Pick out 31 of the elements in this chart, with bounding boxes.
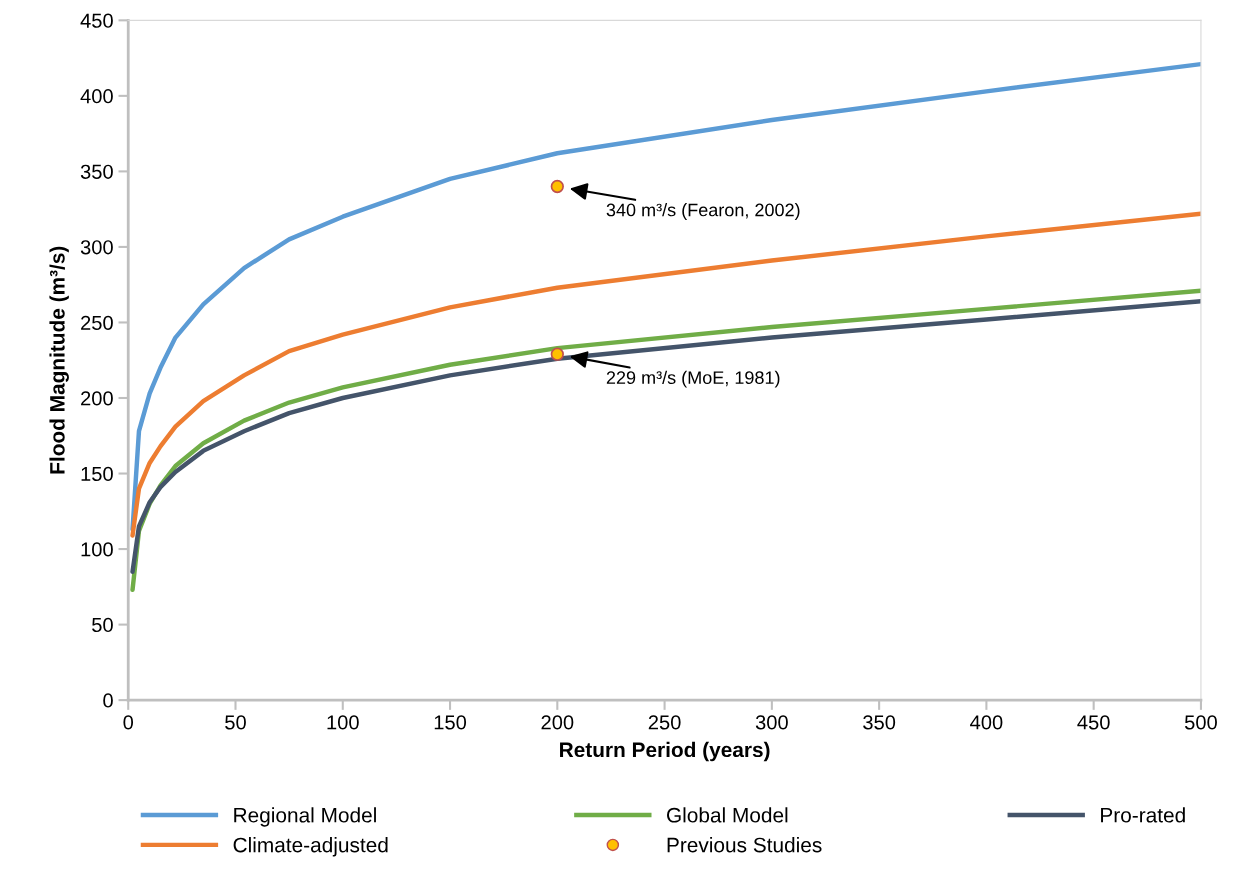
y-tick-label: 450 (80, 13, 113, 28)
y-tick-label: 0 (103, 693, 113, 708)
x-tick-label: 500 (1184, 715, 1217, 730)
x-tick-label: 200 (541, 715, 574, 730)
x-tick-label: 300 (755, 715, 788, 730)
y-tick-label: 100 (81, 542, 113, 557)
x-tick-label: 400 (970, 715, 1003, 730)
x-axis-title: Return Period (years) (560, 741, 770, 762)
y-tick-label: 50 (92, 617, 113, 633)
y-axis-title: Flood Magnitude (m³/s) (49, 246, 69, 474)
y-tick-label: 200 (81, 391, 113, 406)
y-tick-label: 300 (80, 240, 113, 255)
x-tick-label: 150 (434, 715, 467, 730)
x-tick-label: 0 (123, 715, 134, 730)
y-tick-label: 400 (80, 89, 113, 104)
x-tick-label: 100 (327, 715, 359, 730)
y-tick-label: 150 (81, 466, 113, 482)
legend-label: Pro-rated (1101, 807, 1185, 823)
x-tick-label: 350 (863, 715, 896, 730)
line-series (130, 61, 1201, 532)
annotation: 340 m³/s (Fearon, 2002) (606, 203, 800, 220)
y-tick-label: 250 (81, 315, 113, 330)
x-tick-label: 250 (648, 715, 681, 730)
legend-label: Previous Studies (667, 837, 822, 853)
x-tick-label: 50 (225, 715, 246, 730)
y-tick-label: 350 (80, 164, 113, 179)
x-tick-label: 450 (1077, 715, 1110, 730)
legend-label: Climate-adjusted (233, 837, 388, 857)
annotation: 229 m³/s (MoE, 1981) (606, 370, 780, 388)
legend-label: Global Model (667, 807, 788, 823)
legend-label: Regional Model (234, 807, 376, 827)
